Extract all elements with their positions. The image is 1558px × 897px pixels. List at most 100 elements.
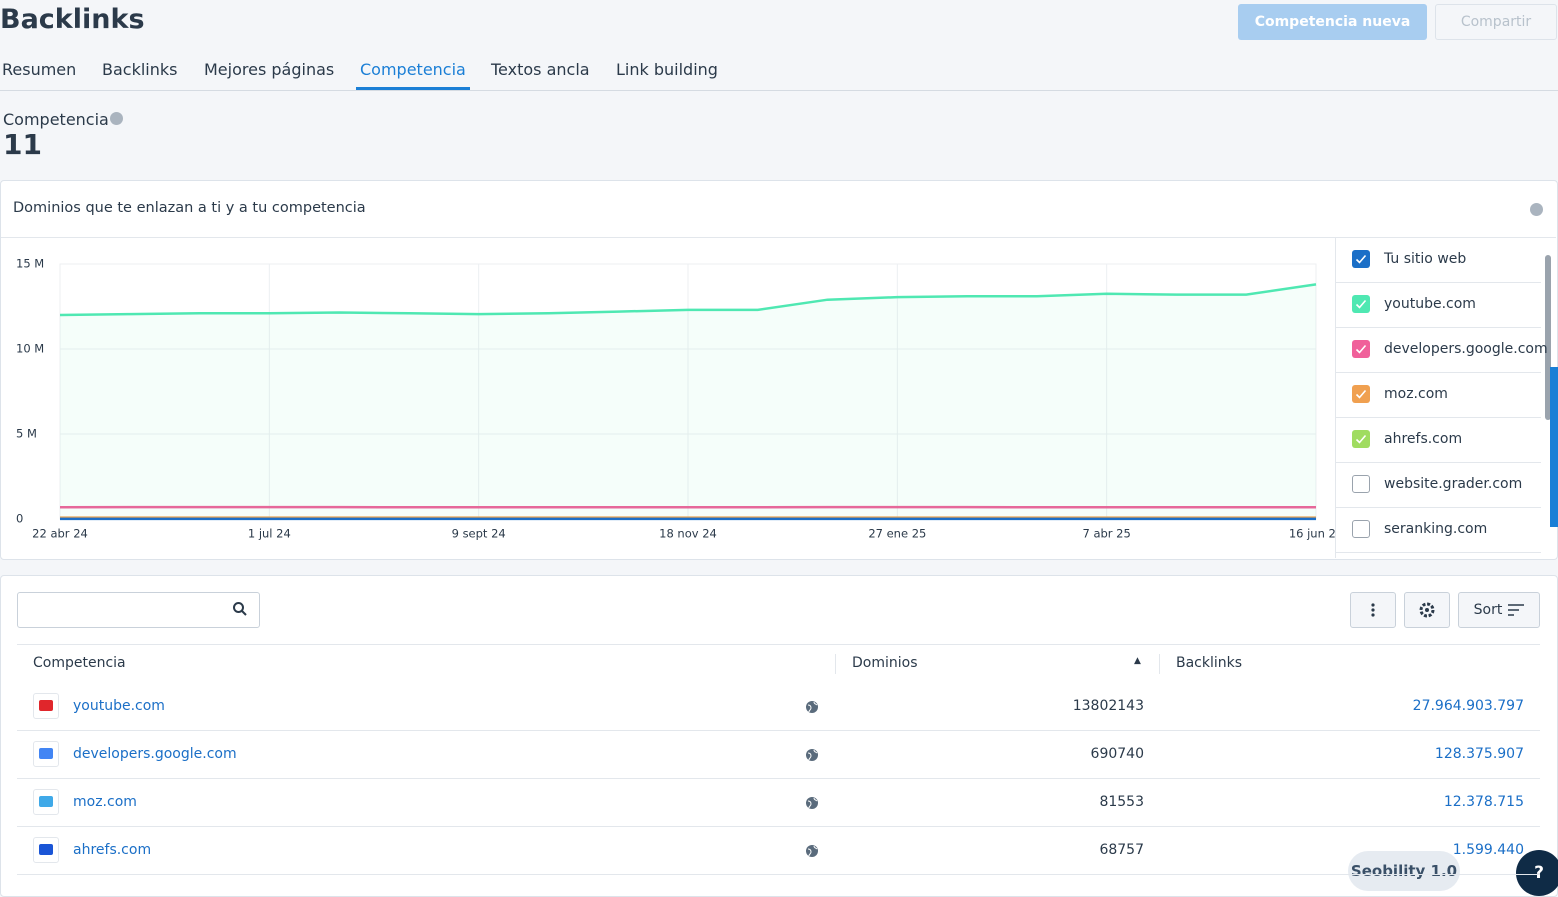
checkbox[interactable]	[1352, 250, 1370, 268]
check	[1352, 295, 1370, 313]
dots-icon	[1371, 603, 1375, 617]
sort-label: Sort	[1474, 602, 1503, 618]
site-icon-mark	[39, 844, 53, 855]
y-tick-label: 0	[16, 512, 23, 526]
globe	[805, 748, 819, 762]
tab[interactable]: Competencia	[356, 60, 470, 90]
site-icon-mark	[39, 796, 53, 807]
divider	[17, 644, 1540, 645]
tab[interactable]: Mejores páginas	[204, 60, 334, 79]
panel-title: Dominios que te enlazan a ti y a tu comp…	[13, 200, 366, 216]
check	[1352, 250, 1370, 268]
y-tick-label: 5 M	[16, 427, 37, 441]
legend-item[interactable]: website.grader.com	[1336, 463, 1541, 508]
table-row: developers.google.com 690740 128.375.907	[17, 730, 1540, 779]
domains-value: 13802143	[1073, 698, 1144, 714]
legend-item[interactable]: Tu sitio web	[1336, 238, 1541, 283]
divider	[0, 90, 1558, 91]
legend-item[interactable]: moz.com	[1336, 373, 1541, 418]
domains-value: 690740	[1091, 746, 1144, 762]
check	[1352, 430, 1370, 448]
domain-link[interactable]: moz.com	[73, 794, 137, 810]
backlinks-link[interactable]: 12.378.715	[1444, 794, 1524, 810]
checkbox[interactable]	[1352, 430, 1370, 448]
check	[1352, 340, 1370, 358]
domain-link[interactable]: ahrefs.com	[73, 842, 151, 858]
domain-link[interactable]: youtube.com	[73, 698, 165, 714]
summary-value: 11	[3, 128, 42, 161]
legend-label: Tu sitio web	[1384, 251, 1466, 267]
x-tick-label: 9 sept 24	[452, 527, 506, 541]
x-tick-label: 22 abr 24	[32, 527, 88, 541]
backlinks-link[interactable]: 128.375.907	[1435, 746, 1524, 762]
checkbox[interactable]	[1352, 475, 1370, 493]
legend-item[interactable]: ahrefs.com	[1336, 418, 1541, 463]
info-icon[interactable]	[110, 112, 123, 125]
area	[60, 284, 1316, 519]
checkbox[interactable]	[1352, 520, 1370, 538]
legend-label: website.grader.com	[1384, 476, 1522, 492]
y-tick-label: 10 M	[16, 342, 44, 356]
column-header[interactable]: Competencia	[33, 655, 126, 671]
summary-label: Competencia	[3, 110, 109, 129]
site-icon-mark	[39, 748, 53, 759]
tab[interactable]: Resumen	[2, 60, 76, 79]
domains-value: 81553	[1099, 794, 1144, 810]
tab[interactable]: Textos ancla	[491, 60, 590, 79]
table-row: ahrefs.com 68757 1.599.440	[17, 826, 1540, 875]
globe	[805, 700, 819, 714]
site-icon-mark	[39, 700, 53, 711]
globe	[805, 796, 819, 810]
legend-item[interactable]: youtube.com	[1336, 283, 1541, 328]
checkbox[interactable]	[1352, 340, 1370, 358]
x-tick-label: 1 jul 24	[248, 527, 291, 541]
scroll-indicator	[1550, 367, 1558, 527]
settings-button[interactable]	[1404, 592, 1450, 628]
backlinks-link[interactable]: 1.599.440	[1453, 842, 1524, 858]
legend-label: youtube.com	[1384, 296, 1476, 312]
globe-icon[interactable]	[805, 748, 819, 766]
checkbox[interactable]	[1352, 295, 1370, 313]
search-input[interactable]	[17, 592, 260, 628]
column-header[interactable]: Backlinks	[1176, 655, 1242, 671]
divider	[835, 654, 836, 674]
check	[1352, 385, 1370, 403]
legend-label: seranking.com	[1384, 521, 1487, 537]
share-button[interactable]: Compartir	[1435, 4, 1557, 40]
x-tick-label: 16 jun 25	[1289, 527, 1335, 541]
checkbox[interactable]	[1352, 385, 1370, 403]
legend-label: ahrefs.com	[1384, 431, 1462, 447]
divider	[1159, 654, 1160, 674]
column-header[interactable]: Dominios	[852, 655, 918, 671]
globe	[805, 844, 819, 858]
page-title: Backlinks	[0, 4, 145, 35]
new-competitor-button[interactable]: Competencia nueva	[1238, 4, 1427, 40]
domain-link[interactable]: developers.google.com	[73, 746, 237, 762]
tab[interactable]: Link building	[616, 60, 718, 79]
legend-label: moz.com	[1384, 386, 1448, 402]
x-tick-label: 7 abr 25	[1082, 527, 1130, 541]
x-tick-label: 18 nov 24	[659, 527, 717, 541]
tab[interactable]: Backlinks	[102, 60, 177, 79]
legend-label: developers.google.com	[1384, 341, 1548, 357]
globe-icon[interactable]	[805, 700, 819, 718]
sort-button[interactable]: Sort	[1458, 592, 1540, 628]
more-button[interactable]	[1350, 592, 1396, 628]
y-tick-label: 15 M	[16, 257, 44, 271]
domains-value: 68757	[1099, 842, 1144, 858]
legend-item[interactable]: developers.google.com	[1336, 328, 1541, 373]
table-row: youtube.com 13802143 27.964.903.797	[17, 682, 1540, 731]
gear-icon	[1419, 602, 1435, 618]
x-tick-label: 27 ene 25	[868, 527, 926, 541]
legend-item[interactable]: seranking.com	[1336, 508, 1541, 553]
backlinks-link[interactable]: 27.964.903.797	[1413, 698, 1524, 714]
globe-icon[interactable]	[805, 796, 819, 814]
chart: 0 5 M 10 M 15 M 22 abr 24 1 jul 24 9 sept 24 18…	[0, 238, 1335, 558]
sort-icon	[1508, 604, 1524, 616]
sort-arrow: ▲	[1134, 656, 1141, 666]
info-icon[interactable]	[1530, 203, 1543, 216]
globe-icon[interactable]	[805, 844, 819, 862]
table-row: moz.com 81553 12.378.715	[17, 778, 1540, 827]
search-icon	[232, 601, 248, 617]
